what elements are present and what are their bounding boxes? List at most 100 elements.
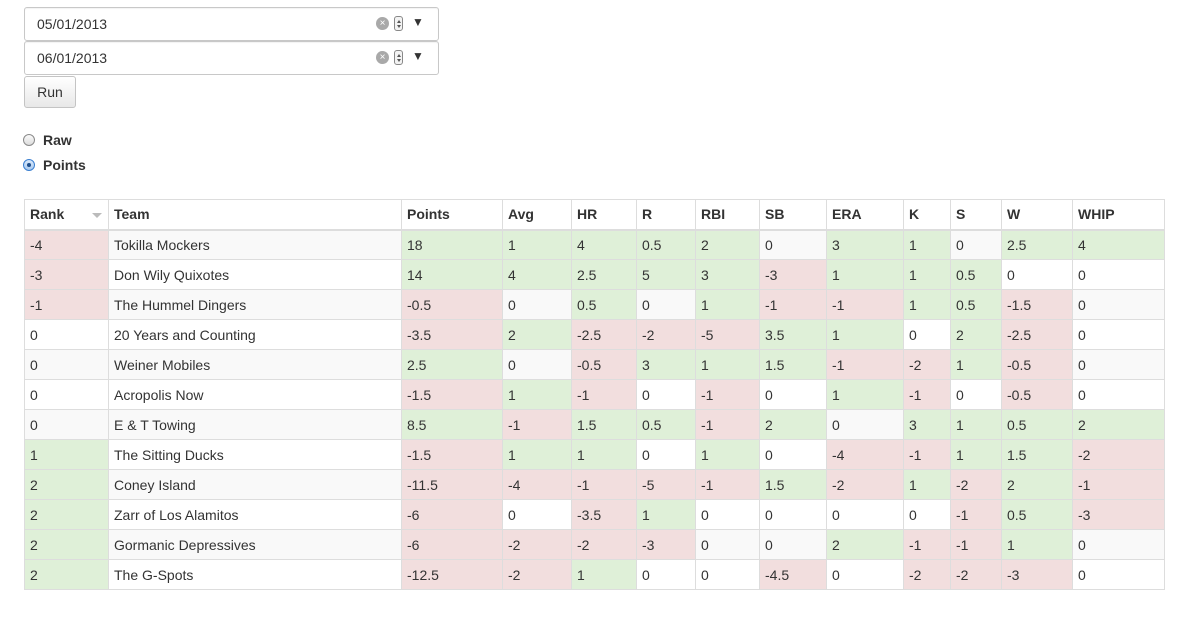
cell-r: 1 bbox=[636, 499, 696, 530]
column-header-rbi[interactable]: RBI bbox=[695, 199, 760, 230]
start-date-value[interactable]: 05/01/2013 bbox=[37, 16, 108, 32]
spinner-icon[interactable] bbox=[394, 16, 403, 31]
cell-sb: 0 bbox=[759, 499, 827, 530]
cell-k: -1 bbox=[903, 379, 951, 410]
spinner-icon[interactable] bbox=[394, 50, 403, 65]
column-header-w[interactable]: W bbox=[1001, 199, 1073, 230]
cell-w: -1.5 bbox=[1001, 289, 1073, 320]
cell-points: -11.5 bbox=[401, 469, 503, 500]
raw-radio-label[interactable]: Raw bbox=[43, 132, 72, 148]
cell-era: -2 bbox=[826, 469, 904, 500]
cell-k: -1 bbox=[903, 439, 951, 470]
raw-radio[interactable] bbox=[23, 134, 35, 146]
cell-era: 1 bbox=[826, 319, 904, 350]
cell-sb: 3.5 bbox=[759, 319, 827, 350]
clear-icon[interactable]: × bbox=[376, 51, 389, 64]
cell-whip: 0 bbox=[1072, 319, 1165, 350]
column-header-r[interactable]: R bbox=[636, 199, 696, 230]
standings-table: Rank Team Points Avg HR R RBI SB ERA K S W WHIP -4 To… bbox=[24, 199, 1165, 590]
cell-rank: 2 bbox=[24, 469, 109, 500]
cell-hr: -2.5 bbox=[571, 319, 637, 350]
cell-s: 1 bbox=[950, 439, 1002, 470]
cell-avg: 0 bbox=[502, 289, 572, 320]
cell-whip: 0 bbox=[1072, 559, 1165, 590]
column-header-label: ERA bbox=[832, 206, 862, 223]
cell-points: -3.5 bbox=[401, 319, 503, 350]
table-row: -4 Tokilla Mockers 18 1 4 0.5 2 0 3 1 0 2.5 4 bbox=[24, 229, 1165, 260]
column-header-k[interactable]: K bbox=[903, 199, 951, 230]
start-date-field[interactable]: 05/01/2013 × ▼ bbox=[24, 7, 439, 41]
cell-rbi: 1 bbox=[695, 439, 760, 470]
cell-era: -4 bbox=[826, 439, 904, 470]
cell-points: -6 bbox=[401, 529, 503, 560]
column-header-avg[interactable]: Avg bbox=[502, 199, 572, 230]
cell-rank: 2 bbox=[24, 529, 109, 560]
column-header-points[interactable]: Points bbox=[401, 199, 503, 230]
column-header-whip[interactable]: WHIP bbox=[1072, 199, 1165, 230]
cell-r: -3 bbox=[636, 529, 696, 560]
cell-team: Tokilla Mockers bbox=[108, 229, 402, 260]
cell-k: 0 bbox=[903, 499, 951, 530]
cell-hr: -3.5 bbox=[571, 499, 637, 530]
cell-whip: -3 bbox=[1072, 499, 1165, 530]
column-header-rank[interactable]: Rank bbox=[24, 199, 109, 230]
cell-r: 0.5 bbox=[636, 229, 696, 260]
column-header-sb[interactable]: SB bbox=[759, 199, 827, 230]
cell-k: 3 bbox=[903, 409, 951, 440]
column-header-team[interactable]: Team bbox=[108, 199, 402, 230]
cell-w: -0.5 bbox=[1001, 379, 1073, 410]
cell-rbi: -1 bbox=[695, 379, 760, 410]
table-row: 2 Zarr of Los Alamitos -6 0 -3.5 1 0 0 0 0 -1 0.5 -3 bbox=[24, 499, 1165, 530]
points-radio-option[interactable]: Points bbox=[23, 156, 86, 174]
cell-era: 3 bbox=[826, 229, 904, 260]
column-header-label: RBI bbox=[701, 206, 726, 223]
column-header-label: S bbox=[956, 206, 966, 223]
cell-s: -1 bbox=[950, 529, 1002, 560]
cell-hr: 1.5 bbox=[571, 409, 637, 440]
chevron-down-icon[interactable]: ▼ bbox=[412, 49, 424, 63]
cell-rbi: -5 bbox=[695, 319, 760, 350]
cell-sb: 2 bbox=[759, 409, 827, 440]
cell-avg: -1 bbox=[502, 409, 572, 440]
cell-whip: 0 bbox=[1072, 379, 1165, 410]
cell-rank: 0 bbox=[24, 409, 109, 440]
cell-w: -2.5 bbox=[1001, 319, 1073, 350]
clear-icon[interactable]: × bbox=[376, 17, 389, 30]
cell-team: Weiner Mobiles bbox=[108, 349, 402, 380]
cell-rbi: 3 bbox=[695, 259, 760, 290]
cell-hr: -1 bbox=[571, 469, 637, 500]
chevron-down-icon[interactable]: ▼ bbox=[412, 15, 424, 29]
cell-era: -1 bbox=[826, 349, 904, 380]
column-header-era[interactable]: ERA bbox=[826, 199, 904, 230]
run-button[interactable]: Run bbox=[24, 76, 76, 108]
cell-s: 1 bbox=[950, 409, 1002, 440]
cell-era: 1 bbox=[826, 259, 904, 290]
cell-whip: 0 bbox=[1072, 349, 1165, 380]
column-header-label: Avg bbox=[508, 206, 534, 223]
points-radio-label[interactable]: Points bbox=[43, 157, 86, 173]
end-date-field[interactable]: 06/01/2013 × ▼ bbox=[24, 41, 439, 75]
points-radio[interactable] bbox=[23, 159, 35, 171]
cell-sb: 0 bbox=[759, 529, 827, 560]
table-row: 2 The G-Spots -12.5 -2 1 0 0 -4.5 0 -2 -2 -3 0 bbox=[24, 559, 1165, 590]
cell-points: 8.5 bbox=[401, 409, 503, 440]
cell-rbi: 1 bbox=[695, 349, 760, 380]
column-header-s[interactable]: S bbox=[950, 199, 1002, 230]
cell-team: Gormanic Depressives bbox=[108, 529, 402, 560]
cell-whip: 0 bbox=[1072, 529, 1165, 560]
cell-hr: 4 bbox=[571, 229, 637, 260]
end-date-value[interactable]: 06/01/2013 bbox=[37, 50, 108, 66]
column-header-hr[interactable]: HR bbox=[571, 199, 637, 230]
cell-team: Zarr of Los Alamitos bbox=[108, 499, 402, 530]
cell-rbi: 1 bbox=[695, 289, 760, 320]
cell-s: 2 bbox=[950, 319, 1002, 350]
cell-s: -2 bbox=[950, 559, 1002, 590]
cell-hr: 0.5 bbox=[571, 289, 637, 320]
cell-era: 1 bbox=[826, 379, 904, 410]
table-row: 0 20 Years and Counting -3.5 2 -2.5 -2 -5 3.5 1 0… bbox=[24, 319, 1165, 350]
cell-whip: -2 bbox=[1072, 439, 1165, 470]
table-body: -4 Tokilla Mockers 18 1 4 0.5 2 0 3 1 0 2.5 4 -3 Don W… bbox=[24, 229, 1165, 590]
cell-w: 2.5 bbox=[1001, 229, 1073, 260]
sort-caret-icon[interactable] bbox=[92, 213, 102, 218]
raw-radio-option[interactable]: Raw bbox=[23, 131, 72, 149]
